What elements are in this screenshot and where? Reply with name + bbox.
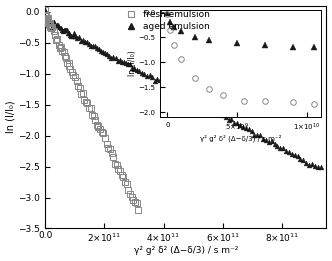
Line: fresh emulsion: fresh emulsion: [42, 8, 141, 213]
fresh emulsion: [106, 146, 110, 149]
aged emulsion: [43, 15, 47, 19]
fresh emulsion: [115, 163, 119, 166]
Line: aged emulsion: aged emulsion: [42, 7, 323, 170]
Y-axis label: ln (I/I₀): ln (I/I₀): [6, 101, 16, 133]
aged emulsion: [290, 153, 294, 156]
fresh emulsion: [123, 180, 127, 183]
fresh emulsion: [43, 9, 47, 12]
aged emulsion: [316, 165, 320, 169]
aged emulsion: [318, 165, 322, 168]
aged emulsion: [43, 8, 47, 11]
fresh emulsion: [136, 209, 140, 212]
fresh emulsion: [111, 155, 115, 158]
fresh emulsion: [45, 16, 49, 19]
aged emulsion: [221, 113, 225, 116]
fresh emulsion: [110, 152, 114, 155]
aged emulsion: [229, 117, 233, 120]
Legend: fresh emulsion, aged emulsion: fresh emulsion, aged emulsion: [122, 10, 209, 31]
aged emulsion: [153, 80, 157, 83]
X-axis label: γ² g² δ² (Δ−δ/3) / s m⁻²: γ² g² δ² (Δ−δ/3) / s m⁻²: [133, 246, 238, 256]
aged emulsion: [46, 20, 50, 23]
